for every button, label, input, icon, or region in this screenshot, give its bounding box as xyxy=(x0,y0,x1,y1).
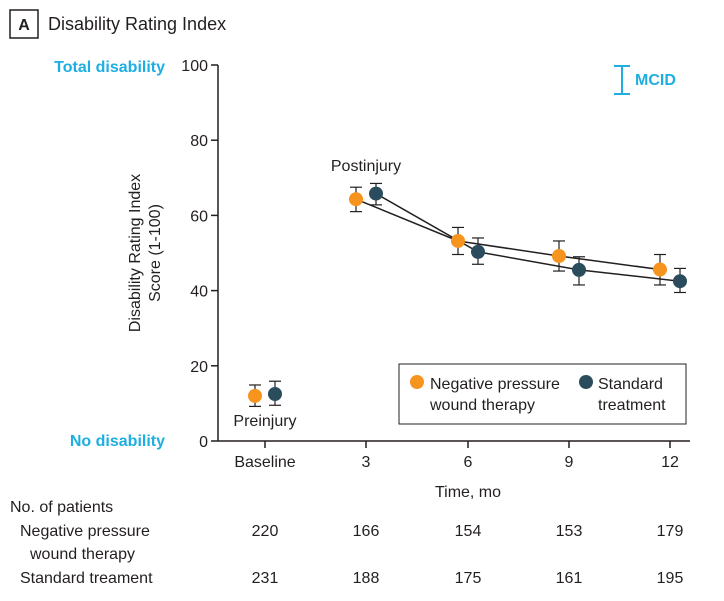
patients-table: No. of patients Negative pressure wound … xyxy=(10,499,683,587)
patients-count: 195 xyxy=(657,570,684,587)
patients-count: 231 xyxy=(252,570,279,587)
patients-count: 161 xyxy=(556,570,583,587)
legend-swatch-standard-treatment xyxy=(579,375,593,389)
series-lines xyxy=(355,192,681,282)
data-point xyxy=(673,274,687,289)
x-axis-label: Time, mo xyxy=(435,484,501,501)
y-tick-label: 100 xyxy=(181,58,208,75)
legend-box xyxy=(398,363,687,425)
mcid-label: MCID xyxy=(635,72,676,89)
patients-values: 220 166 154 153 179 231 188 175 161 195 xyxy=(252,523,684,587)
patients-count: 188 xyxy=(353,570,380,587)
total-disability-label: Total disability xyxy=(54,59,165,76)
legend-label-standard-treatment-line-2: treatment xyxy=(598,397,666,414)
patients-table-title: No. of patients xyxy=(10,499,113,516)
patients-row-label-negative-pressure-line-1: Negative pressure xyxy=(20,523,150,540)
panel-title: Disability Rating Index xyxy=(48,14,226,34)
y-tick-label: 20 xyxy=(190,359,208,376)
y-tick-label: 0 xyxy=(199,434,208,451)
x-ticks: Baseline 3 6 9 12 xyxy=(234,441,679,471)
x-tick-label: 12 xyxy=(661,454,679,471)
patients-count: 220 xyxy=(252,523,279,540)
y-tick-label: 80 xyxy=(190,133,208,150)
patients-count: 153 xyxy=(556,523,583,540)
legend-swatch-negative-pressure xyxy=(410,375,424,389)
x-tick-label: 9 xyxy=(565,454,574,471)
x-tick-label: 3 xyxy=(362,454,371,471)
series-points xyxy=(248,186,687,403)
no-disability-label: No disability xyxy=(70,433,165,450)
legend-label-standard-treatment-line-1: Standard xyxy=(598,376,663,393)
y-ticks: 0 20 40 60 80 100 xyxy=(181,58,218,451)
data-point xyxy=(572,262,586,277)
y-tick-label: 40 xyxy=(190,284,208,301)
patients-count: 175 xyxy=(455,570,482,587)
data-point xyxy=(248,388,262,403)
patients-row-label-negative-pressure-line-2: wound therapy xyxy=(29,546,135,563)
patients-count: 154 xyxy=(455,523,482,540)
x-tick-label: Baseline xyxy=(234,454,295,471)
y-axis-label-line-1: Disability Rating Index xyxy=(127,174,144,332)
legend: Negative pressure wound therapy Standard… xyxy=(398,363,687,425)
preinjury-annotation: Preinjury xyxy=(233,413,296,430)
postinjury-annotation: Postinjury xyxy=(331,158,401,175)
panel-letter-box xyxy=(9,9,39,39)
data-point xyxy=(369,186,383,201)
x-tick-label: 6 xyxy=(464,454,473,471)
y-tick-label: 60 xyxy=(190,208,208,225)
patients-count: 179 xyxy=(657,523,684,540)
data-point xyxy=(653,262,667,277)
y-axis-label-line-2: Score (1-100) xyxy=(147,204,164,302)
data-point xyxy=(451,233,465,248)
y-axis-label: Disability Rating Index Score (1-100) xyxy=(127,174,164,332)
data-point xyxy=(268,387,282,401)
mcid-marker: MCID xyxy=(614,65,676,95)
series-line-0 xyxy=(355,198,661,271)
data-point xyxy=(349,192,363,207)
data-point xyxy=(471,244,485,259)
legend-label-negative-pressure-line-2: wound therapy xyxy=(429,397,535,414)
series-line-1 xyxy=(375,192,681,282)
data-point xyxy=(552,249,566,264)
patients-count: 166 xyxy=(353,523,380,540)
patients-row-label-standard: Standard treament xyxy=(20,570,153,587)
legend-label-negative-pressure-line-1: Negative pressure xyxy=(430,376,560,393)
panel-letter: A xyxy=(18,17,30,34)
